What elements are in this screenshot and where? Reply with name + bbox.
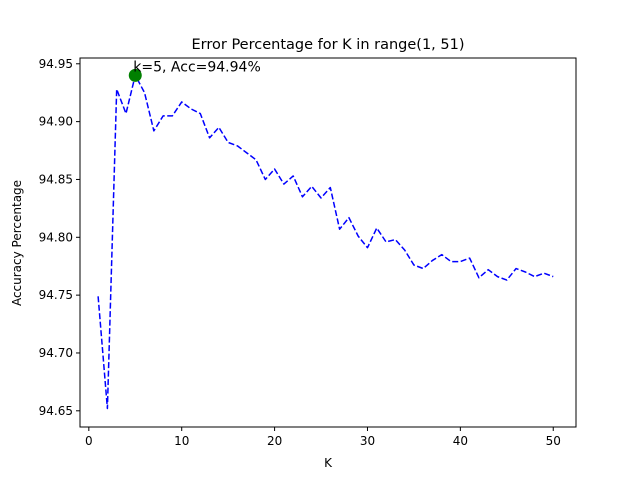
x-tick-label: 20: [267, 434, 282, 448]
y-axis: 94.65 94.70 94.75 94.80 94.85 94.90 94.95: [39, 57, 80, 418]
y-tick-label: 94.95: [39, 57, 73, 71]
x-tick-label: 40: [453, 434, 468, 448]
accuracy-series-line: [97, 74, 554, 410]
y-tick-label: 94.65: [39, 404, 73, 418]
y-tick-label: 94.80: [39, 230, 73, 244]
x-tick-label: 0: [85, 434, 93, 448]
x-axis-label: K: [324, 456, 333, 470]
axes-frame: [79, 57, 577, 428]
y-axis-label: Accuracy Percentage: [10, 180, 24, 306]
plot-area: [97, 68, 554, 410]
x-tick-label: 50: [546, 434, 561, 448]
annotation-label: k=5, Acc=94.94%: [133, 59, 260, 75]
x-tick-label: 10: [174, 434, 189, 448]
y-tick-label: 94.70: [39, 346, 73, 360]
best-k-marker: [128, 68, 142, 82]
chart-title: Error Percentage for K in range(1, 51): [192, 37, 465, 53]
y-tick-label: 94.75: [39, 288, 73, 302]
y-tick-label: 94.85: [39, 172, 73, 186]
x-axis: 0 10 20 30 40 50: [85, 427, 561, 448]
x-tick-label: 30: [360, 434, 375, 448]
y-tick-label: 94.90: [39, 115, 73, 129]
